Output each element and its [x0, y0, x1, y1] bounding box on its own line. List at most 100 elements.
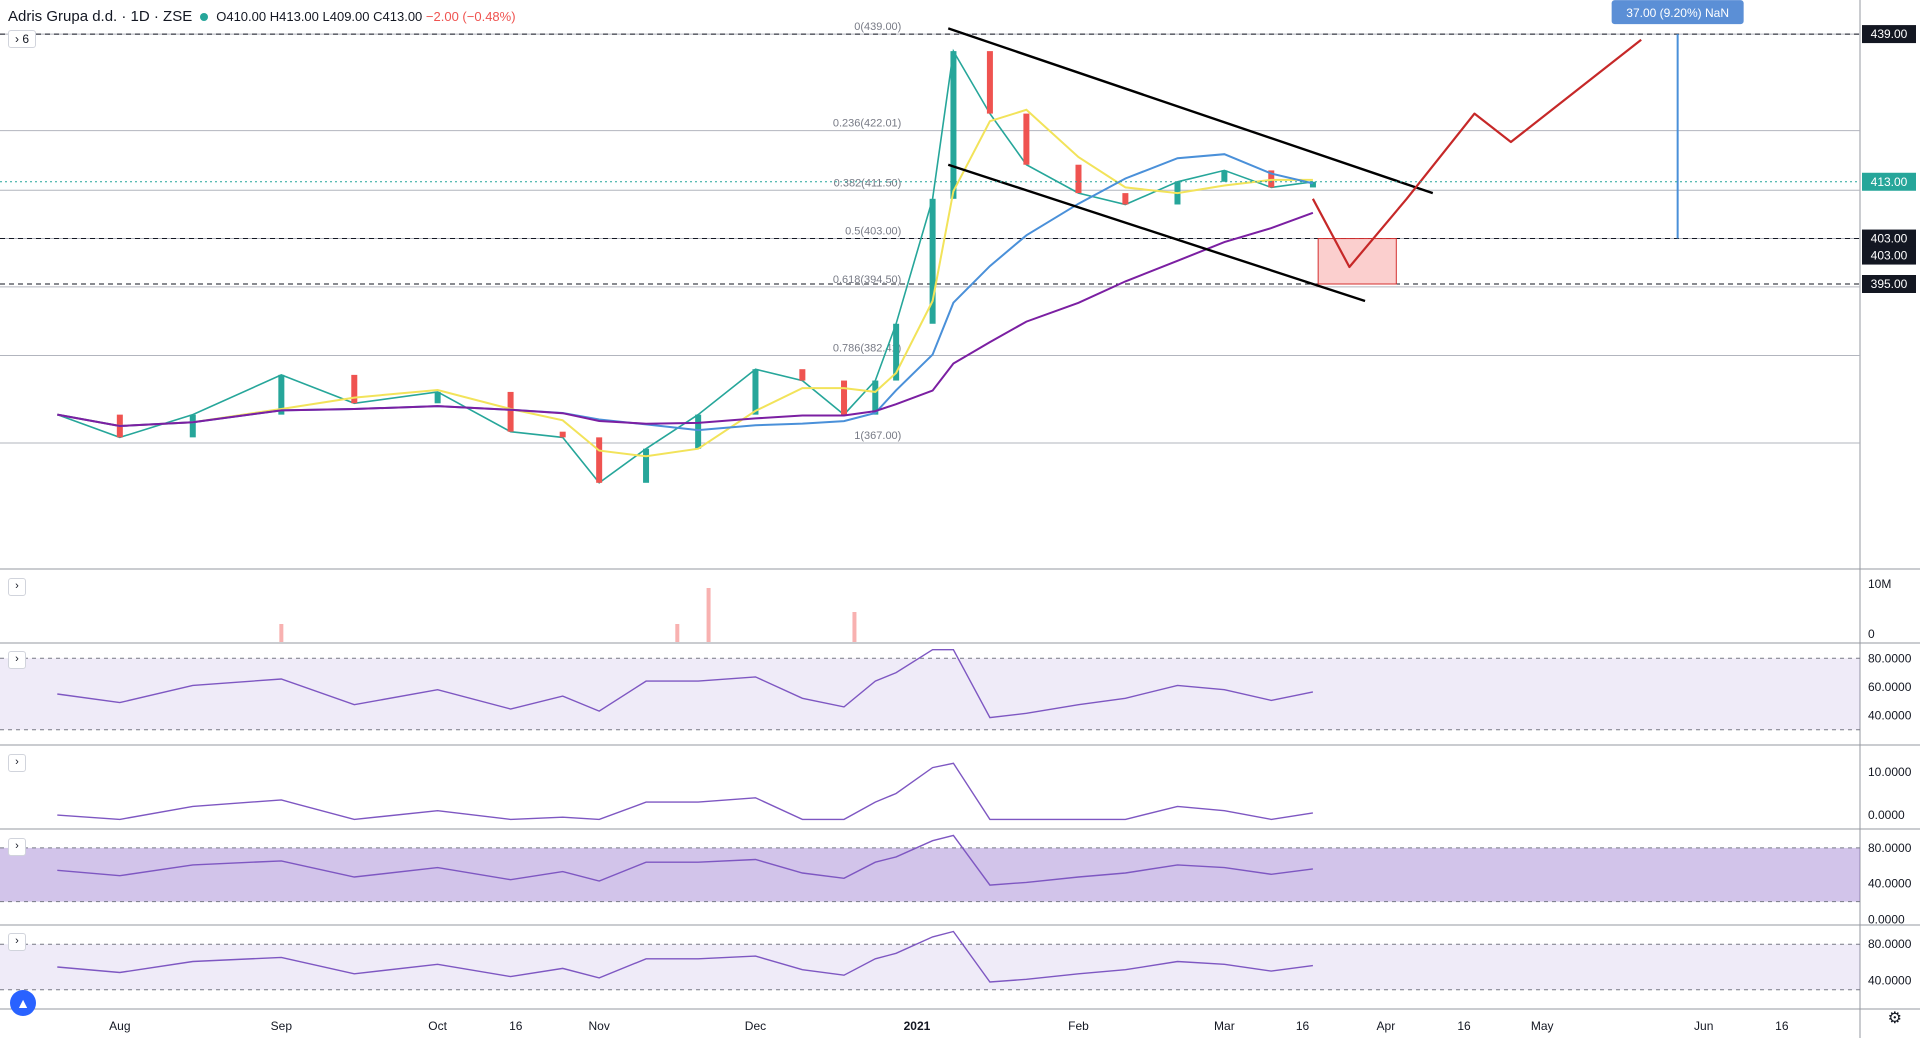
- channel-upper-trendline: [947, 27, 1434, 195]
- macd-line: [57, 762, 1314, 821]
- price-axis-label: 395.00: [1871, 277, 1908, 291]
- candle: [189, 414, 196, 438]
- time-axis-label: 16: [1296, 1019, 1310, 1033]
- symbol-legend: Adris Grupa d.d. · 1D · ZSE O410.00 H413…: [8, 8, 516, 25]
- time-axis-label: Apr: [1377, 1019, 1396, 1033]
- candle: [1309, 181, 1316, 188]
- time-axis-label: 16: [509, 1019, 523, 1033]
- rsi-axis-label: 80.0000: [1868, 651, 1912, 665]
- oscillator-pane-toggle-icon[interactable]: ›: [8, 933, 26, 951]
- close-value: C413.00: [373, 9, 423, 24]
- candle: [1122, 193, 1129, 205]
- rsi-line: [57, 649, 1314, 719]
- time-axis-label: Sep: [271, 1019, 293, 1033]
- fib-level-label: 0.236(422.01): [833, 118, 902, 130]
- time-axis-label: 16: [1775, 1019, 1789, 1033]
- moving-average-short-line: [57, 108, 1313, 458]
- stochastic-axis-label: 80.0000: [1868, 841, 1912, 855]
- stochastic-axis-label: 0.0000: [1868, 913, 1905, 927]
- indicator-count-toggle[interactable]: › 6: [8, 30, 37, 48]
- volume-pane-toggle-icon[interactable]: ›: [8, 578, 26, 596]
- candle: [841, 380, 848, 415]
- oscillator-axis-label: 40.0000: [1868, 974, 1912, 988]
- rsi-band: [0, 658, 1860, 730]
- time-axis-label: Jun: [1694, 1019, 1713, 1033]
- price-axis-label: 403.00: [1871, 232, 1908, 246]
- price-axis-tag: [1862, 275, 1916, 293]
- price-close-line: [57, 48, 1314, 484]
- volume-bar: [675, 624, 680, 642]
- candle: [559, 431, 566, 438]
- candle: [872, 380, 879, 415]
- fib-level-label: 0.5(403.00): [845, 226, 901, 238]
- measure-label: 37.00 (9.20%) NaN: [1626, 6, 1729, 20]
- macd-axis-label: 0.0000: [1868, 808, 1905, 822]
- low-value: L409.00: [322, 9, 370, 24]
- stochastic-line: [57, 834, 1313, 886]
- fib-level-label: 0.382(411.50): [834, 177, 902, 189]
- measure-label-box: [1611, 0, 1744, 25]
- price-axis-label: 439.00: [1871, 27, 1908, 41]
- oscillator-axis-label: 80.0000: [1868, 937, 1912, 951]
- channel-lower-trendline: [947, 163, 1366, 303]
- price-axis-tag: [1862, 229, 1916, 248]
- ohlc-values: O410.00 H413.00 L409.00 C413.00 −2.00 (−…: [216, 9, 515, 24]
- open-value: O410.00: [216, 9, 267, 24]
- price-axis-label: 413.00: [1871, 175, 1908, 189]
- candle: [950, 51, 957, 199]
- candle: [929, 198, 936, 324]
- symbol-title[interactable]: Adris Grupa d.d. · 1D · ZSE: [8, 8, 193, 25]
- time-axis-label: 16: [1457, 1019, 1471, 1033]
- time-axis-label: Aug: [109, 1019, 130, 1033]
- volume-bar: [706, 588, 711, 642]
- rsi-axis-label: 40.0000: [1868, 708, 1912, 722]
- market-status-icon: [200, 12, 209, 21]
- stochastic-band: [0, 847, 1860, 902]
- projection-path: [1311, 38, 1642, 269]
- time-axis-label: 2021: [904, 1019, 931, 1033]
- change-value: −2.00 (−0.48%): [425, 9, 516, 24]
- macd-pane-toggle-icon[interactable]: ›: [8, 754, 26, 772]
- time-axis-label: Mar: [1214, 1019, 1235, 1033]
- time-axis-label: Feb: [1068, 1019, 1089, 1033]
- candle: [893, 323, 900, 381]
- price-axis-tag: [1862, 246, 1916, 265]
- price-axis-tag: [1862, 25, 1916, 44]
- moving-average-long-line: [57, 211, 1314, 428]
- candle: [507, 391, 514, 432]
- time-axis-label: May: [1531, 1019, 1554, 1033]
- time-axis-label: Oct: [428, 1019, 447, 1033]
- candle: [596, 437, 603, 483]
- rsi-axis-label: 60.0000: [1868, 680, 1912, 694]
- candle: [1075, 164, 1082, 194]
- candle: [278, 374, 285, 415]
- macd-axis-label: 10.0000: [1868, 765, 1912, 779]
- candle: [434, 391, 441, 404]
- price-axis-tag: [1862, 172, 1916, 191]
- candle: [643, 448, 650, 483]
- volume-axis-label: 0: [1868, 627, 1875, 641]
- volume-bar: [852, 612, 857, 642]
- indicator-count: 6: [22, 32, 30, 46]
- candle: [752, 369, 759, 415]
- stochastic-axis-label: 40.0000: [1868, 877, 1912, 891]
- volume-axis-label: 10M: [1868, 577, 1891, 591]
- oscillator-band: [0, 944, 1860, 990]
- support-zone-box: [1317, 238, 1397, 285]
- time-axis-label: Dec: [745, 1019, 766, 1033]
- candle: [986, 51, 993, 114]
- candle: [351, 374, 358, 404]
- candle: [1023, 113, 1030, 165]
- fib-level-label: 0.786(382.41): [833, 343, 902, 355]
- volume-bar: [279, 624, 284, 642]
- tradingview-logo-icon: ▲: [10, 990, 36, 1016]
- price-axis-label: 403.00: [1871, 249, 1908, 263]
- stochastic-pane-toggle-icon[interactable]: ›: [8, 838, 26, 856]
- rsi-pane-toggle-icon[interactable]: ›: [8, 651, 26, 669]
- oscillator-line: [57, 930, 1313, 983]
- time-axis-label: Nov: [588, 1019, 609, 1033]
- fib-level-label: 1(367.00): [854, 430, 901, 442]
- candle: [1221, 170, 1228, 182]
- gear-icon[interactable]: ⚙: [1887, 1010, 1902, 1027]
